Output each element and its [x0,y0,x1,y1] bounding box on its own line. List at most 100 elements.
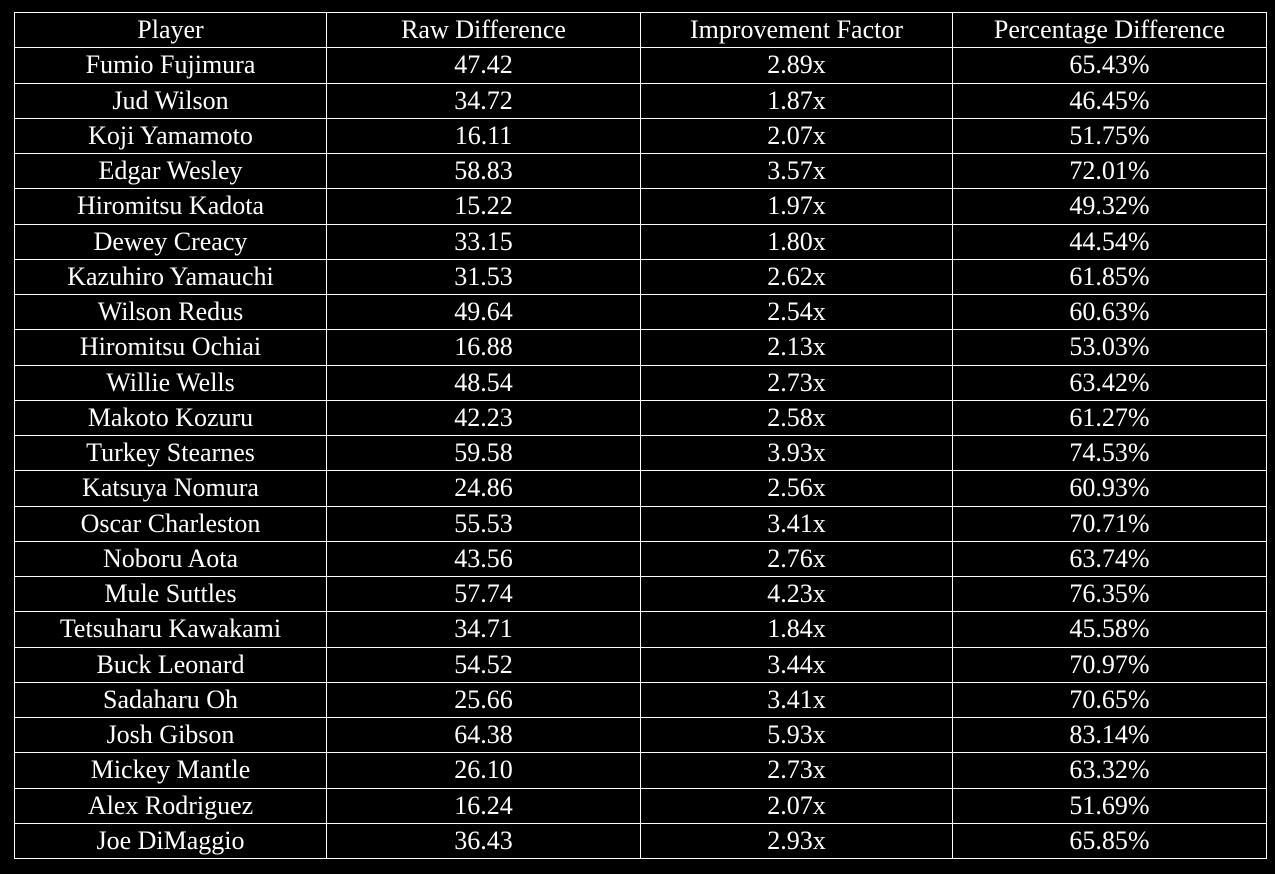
table-cell-improvement-factor: 3.93x [640,434,953,472]
table-cell-raw-difference: 54.52 [326,646,641,683]
table-cell-player: Fumio Fujimura [14,47,327,84]
table-cell-improvement-factor: 2.93x [640,822,953,860]
table-row: Jud Wilson 34.72 1.87x 46.45% [14,82,1267,119]
table-cell-raw-difference: 16.24 [326,787,641,824]
table-cell-player: Katsuya Nomura [14,470,327,507]
table-cell-raw-difference: 55.53 [326,505,641,542]
table-cell-improvement-factor: 2.07x [640,787,953,824]
table-cell-percentage-difference: 70.65% [952,681,1267,719]
table-cell-raw-difference: 16.11 [326,117,641,155]
table-row: Alex Rodriguez 16.24 2.07x 51.69% [14,787,1267,824]
table-cell-raw-difference: 48.54 [326,364,641,401]
column-header-raw-difference: Raw Difference [326,11,641,49]
table-cell-percentage-difference: 53.03% [952,329,1267,366]
table-cell-player: Koji Yamamoto [14,117,327,155]
table-cell-improvement-factor: 4.23x [640,575,953,613]
table-row: Dewey Creacy 33.15 1.80x 44.54% [14,223,1267,260]
table-cell-improvement-factor: 2.76x [640,540,953,578]
table-cell-improvement-factor: 5.93x [640,716,953,754]
table-cell-player: Buck Leonard [14,646,327,683]
table-cell-improvement-factor: 3.41x [640,681,953,719]
column-header-player: Player [14,11,327,49]
table-row: Buck Leonard 54.52 3.44x 70.97% [14,646,1267,683]
table-cell-raw-difference: 59.58 [326,434,641,472]
table-cell-percentage-difference: 65.43% [952,47,1267,84]
table-cell-percentage-difference: 61.85% [952,258,1267,296]
column-header-improvement-factor: Improvement Factor [640,11,953,49]
table-row: Noboru Aota 43.56 2.76x 63.74% [14,540,1267,578]
table-cell-percentage-difference: 76.35% [952,575,1267,613]
table-cell-improvement-factor: 1.87x [640,82,953,119]
table-row: Kazuhiro Yamauchi 31.53 2.62x 61.85% [14,258,1267,296]
table-header-row: Player Raw Difference Improvement Factor Pe… [14,11,1267,49]
table-cell-percentage-difference: 63.74% [952,540,1267,578]
data-table: Player Raw Difference Improvement Factor Pe… [14,11,1267,860]
table-cell-percentage-difference: 63.42% [952,364,1267,401]
table-row: Edgar Wesley 58.83 3.57x 72.01% [14,152,1267,190]
table-row: Oscar Charleston 55.53 3.41x 70.71% [14,505,1267,542]
table-row: Joe DiMaggio 36.43 2.93x 65.85% [14,822,1267,860]
table-cell-percentage-difference: 45.58% [952,611,1267,648]
table-cell-player: Makoto Kozuru [14,399,327,437]
table-cell-percentage-difference: 51.75% [952,117,1267,155]
table-cell-improvement-factor: 2.56x [640,470,953,507]
table-cell-percentage-difference: 65.85% [952,822,1267,860]
table-cell-percentage-difference: 51.69% [952,787,1267,824]
table-cell-percentage-difference: 74.53% [952,434,1267,472]
table-cell-raw-difference: 15.22 [326,188,641,225]
table-cell-player: Willie Wells [14,364,327,401]
table-cell-raw-difference: 34.72 [326,82,641,119]
table-row: Hiromitsu Ochiai 16.88 2.13x 53.03% [14,329,1267,366]
table-row: Tetsuharu Kawakami 34.71 1.84x 45.58% [14,611,1267,648]
table-cell-raw-difference: 43.56 [326,540,641,578]
table-cell-percentage-difference: 60.63% [952,293,1267,331]
table-row: Sadaharu Oh 25.66 3.41x 70.65% [14,681,1267,719]
table-cell-player: Jud Wilson [14,82,327,119]
table-cell-player: Turkey Stearnes [14,434,327,472]
table-cell-raw-difference: 34.71 [326,611,641,648]
table-cell-player: Wilson Redus [14,293,327,331]
table-cell-raw-difference: 16.88 [326,329,641,366]
table-cell-player: Alex Rodriguez [14,787,327,824]
column-header-percentage-difference: Percentage Difference [952,11,1267,49]
table-cell-percentage-difference: 61.27% [952,399,1267,437]
table-cell-percentage-difference: 70.97% [952,646,1267,683]
table-cell-percentage-difference: 44.54% [952,223,1267,260]
table-cell-raw-difference: 33.15 [326,223,641,260]
table-cell-player: Edgar Wesley [14,152,327,190]
table-cell-raw-difference: 42.23 [326,399,641,437]
table-cell-raw-difference: 49.64 [326,293,641,331]
table-row: Turkey Stearnes 59.58 3.93x 74.53% [14,434,1267,472]
table-cell-improvement-factor: 1.97x [640,188,953,225]
table-cell-improvement-factor: 2.58x [640,399,953,437]
table-cell-percentage-difference: 46.45% [952,82,1267,119]
table-cell-raw-difference: 57.74 [326,575,641,613]
table-cell-player: Mickey Mantle [14,752,327,789]
table-cell-player: Kazuhiro Yamauchi [14,258,327,296]
table-cell-improvement-factor: 2.89x [640,47,953,84]
table-row: Fumio Fujimura 47.42 2.89x 65.43% [14,47,1267,84]
table-cell-percentage-difference: 60.93% [952,470,1267,507]
table-cell-player: Noboru Aota [14,540,327,578]
table-cell-improvement-factor: 2.13x [640,329,953,366]
table-cell-raw-difference: 36.43 [326,822,641,860]
table-row: Hiromitsu Kadota 15.22 1.97x 49.32% [14,188,1267,225]
table-cell-improvement-factor: 2.07x [640,117,953,155]
table-cell-percentage-difference: 63.32% [952,752,1267,789]
table-cell-percentage-difference: 83.14% [952,716,1267,754]
table-cell-player: Hiromitsu Ochiai [14,329,327,366]
table-cell-percentage-difference: 70.71% [952,505,1267,542]
table-cell-improvement-factor: 3.44x [640,646,953,683]
table-row: Willie Wells 48.54 2.73x 63.42% [14,364,1267,401]
table-cell-improvement-factor: 1.80x [640,223,953,260]
table-cell-improvement-factor: 2.73x [640,752,953,789]
table-row: Katsuya Nomura 24.86 2.56x 60.93% [14,470,1267,507]
table-cell-improvement-factor: 1.84x [640,611,953,648]
table-body: Fumio Fujimura 47.42 2.89x 65.43% Jud Wilson… [14,47,1267,860]
table-row: Mickey Mantle 26.10 2.73x 63.32% [14,752,1267,789]
table-cell-player: Josh Gibson [14,716,327,754]
data-table-container: Player Raw Difference Improvement Factor Pe… [14,11,1267,860]
table-cell-improvement-factor: 3.57x [640,152,953,190]
table-cell-player: Hiromitsu Kadota [14,188,327,225]
table-cell-raw-difference: 64.38 [326,716,641,754]
